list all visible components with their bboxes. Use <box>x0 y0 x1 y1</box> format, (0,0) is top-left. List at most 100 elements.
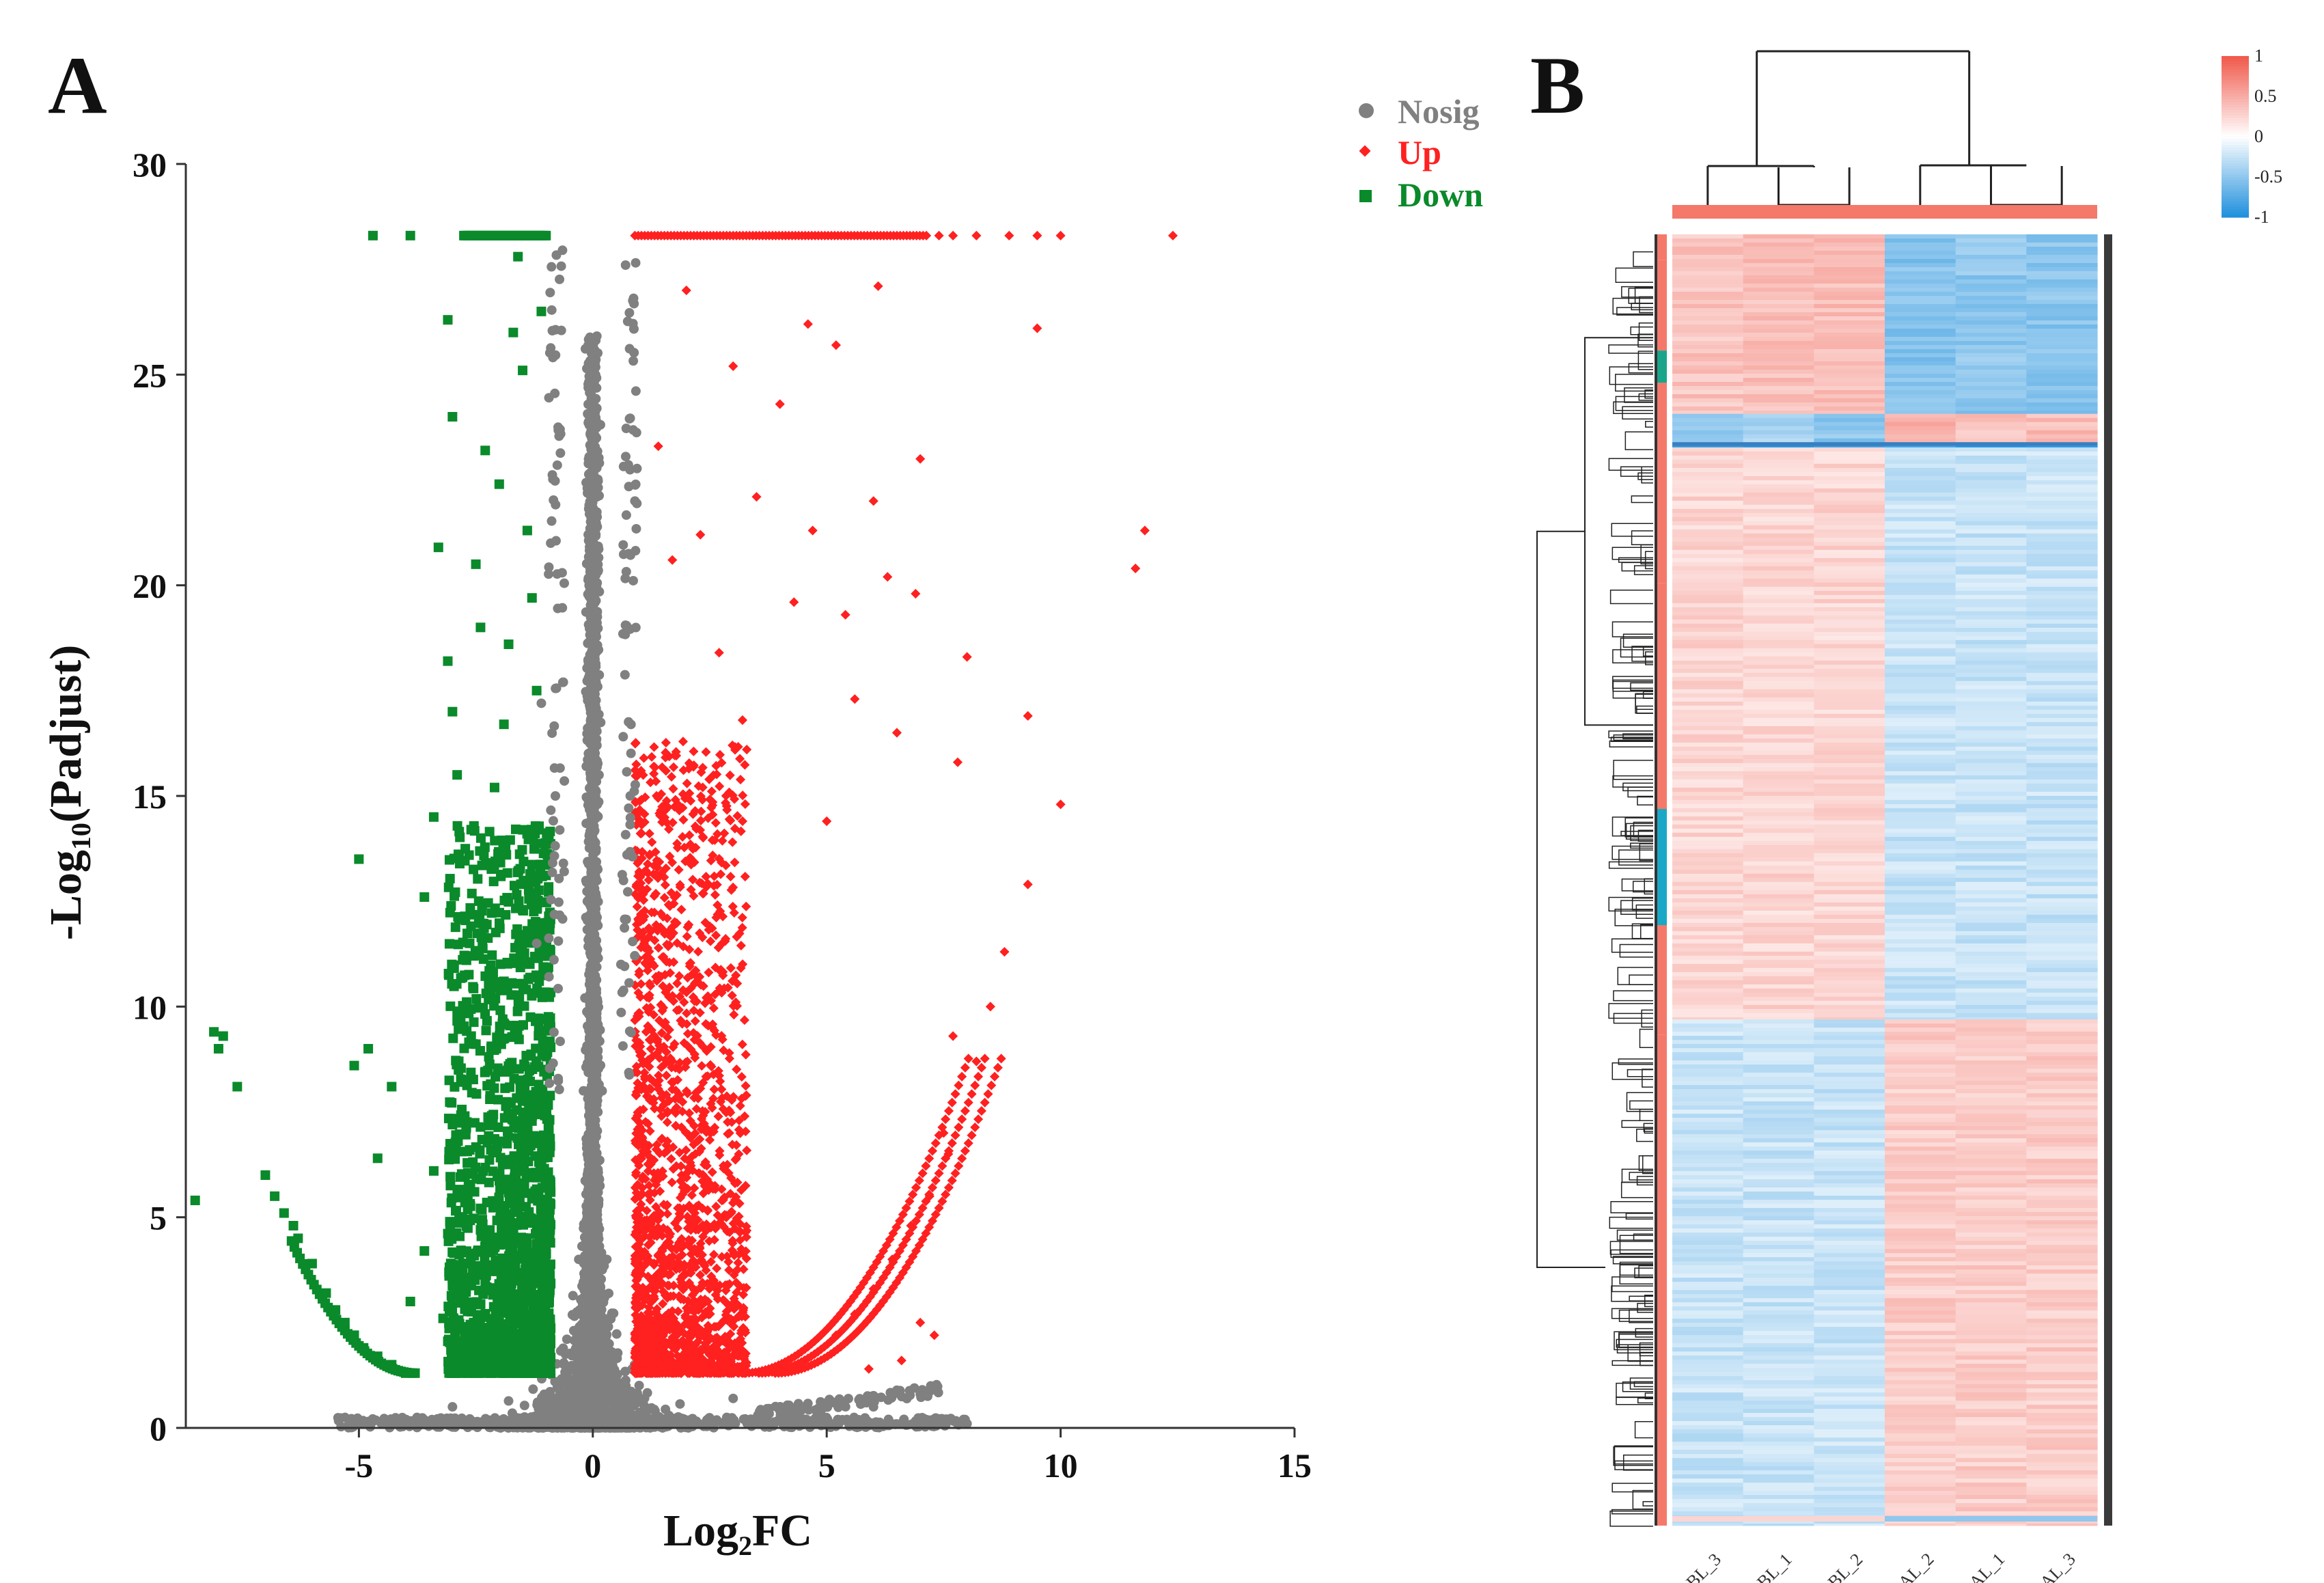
down-point-4918 <box>545 1333 555 1343</box>
down-point-4882 <box>514 1034 524 1045</box>
down-point-4628 <box>474 1285 484 1295</box>
nosig-point-2349 <box>584 1381 594 1392</box>
down-point-3668 <box>471 993 482 1004</box>
nosig-point-2595 <box>584 1256 594 1266</box>
nosig-point-2308 <box>556 1379 566 1389</box>
down-point-4956 <box>540 1364 550 1375</box>
nosig-point-2366 <box>576 1388 586 1399</box>
down-point-4986 <box>534 1195 544 1205</box>
down-point-4837 <box>541 1037 551 1047</box>
nosig-point-2579 <box>584 1050 594 1060</box>
nosig-point-3056 <box>553 1422 564 1432</box>
down-point-4708 <box>501 850 512 860</box>
nosig-point-3077 <box>602 1413 612 1423</box>
down-point-4463 <box>460 970 470 980</box>
down-point-3990 <box>493 1122 503 1132</box>
down-point-4703 <box>488 1110 499 1120</box>
down-point-4904 <box>526 1266 536 1276</box>
down-point-4743 <box>531 1043 541 1054</box>
down-point-4905 <box>505 1246 515 1256</box>
nosig-point-2588 <box>591 810 601 820</box>
nosig-point-2556 <box>578 1277 588 1287</box>
down-point-4980 <box>453 939 463 950</box>
down-point-4119 <box>443 969 454 979</box>
nosig-point-2517 <box>589 1364 599 1374</box>
nosig-point-2101 <box>559 1358 569 1368</box>
nosig-point-2575 <box>590 1153 600 1163</box>
down-point-4912 <box>508 1265 518 1275</box>
down-point-4507 <box>455 859 465 869</box>
down-point-4827 <box>510 1166 520 1176</box>
nosig-point-2330 <box>591 659 601 669</box>
down-point-4605 <box>475 833 486 843</box>
down-point-4768 <box>534 1241 544 1251</box>
down-point-4859 <box>486 1248 496 1258</box>
nosig-point-3068 <box>708 1422 718 1432</box>
nosig-point-2996 <box>677 1422 687 1432</box>
nosig-point-309 <box>562 1334 572 1345</box>
down-point-4967 <box>471 1329 482 1339</box>
nosig-point-2547 <box>591 627 601 637</box>
nosig-point-2590 <box>589 1186 599 1196</box>
nosig-point-2560 <box>579 1339 590 1349</box>
down-point-4987 <box>461 1284 471 1295</box>
down-point-4377 <box>457 1104 467 1114</box>
down-point-3975 <box>469 1017 479 1028</box>
nosig-point-1949 <box>583 334 594 344</box>
down-point-4888 <box>527 1295 538 1306</box>
nosig-point-1620 <box>519 1401 529 1411</box>
down-point-4976 <box>504 1366 514 1376</box>
down-point-4700 <box>451 1297 461 1308</box>
nosig-point-2594 <box>586 756 596 767</box>
down-point-4265 <box>510 824 521 834</box>
down-point-4948 <box>507 1297 517 1307</box>
down-point-4022 <box>462 1158 473 1168</box>
down-point-3594 <box>481 1025 491 1036</box>
volcano-points <box>190 230 1178 1433</box>
nosig-point-2481 <box>587 1274 597 1284</box>
down-point-4970 <box>501 1256 512 1267</box>
down-point-3810 <box>534 1021 544 1032</box>
down-point-4852 <box>522 877 532 887</box>
nosig-point-2427 <box>589 470 599 480</box>
down-point-4922 <box>467 1367 478 1377</box>
down-point-4807 <box>451 1056 461 1066</box>
down-point-4735 <box>537 1183 547 1193</box>
nosig-point-2599 <box>675 1399 685 1409</box>
nosig-point-2148 <box>595 419 605 430</box>
down-point-4952 <box>480 842 490 853</box>
down-point-4715 <box>471 1162 481 1172</box>
nosig-point-3091 <box>624 1416 634 1427</box>
down-point-4783 <box>482 1016 492 1026</box>
nosig-point-2323 <box>587 404 597 414</box>
nosig-point-3094 <box>333 1416 344 1426</box>
nosig-point-2543 <box>587 982 598 993</box>
down-point-4951 <box>527 1346 537 1356</box>
nosig-point-3039 <box>481 1416 491 1426</box>
down-point-3787 <box>464 850 474 860</box>
nosig-point-3096 <box>396 1417 406 1427</box>
down-point-4790 <box>527 991 537 1001</box>
down-point-4150 <box>469 864 479 875</box>
down-point-4447 <box>486 908 497 918</box>
nosig-point-3066 <box>913 1422 924 1432</box>
down-point-4872 <box>545 1013 555 1023</box>
nosig-point-2573 <box>543 1399 553 1409</box>
down-point-4794 <box>509 1151 519 1161</box>
nosig-point-2476 <box>592 1100 602 1110</box>
nosig-point-2188 <box>584 383 594 394</box>
down-point-4652 <box>443 1356 454 1366</box>
down-point-4585 <box>471 1089 482 1099</box>
down-point-4792 <box>523 1143 534 1153</box>
down-point-4947 <box>465 1201 475 1211</box>
down-point-4705 <box>475 1299 486 1310</box>
nosig-point-2540 <box>587 909 597 920</box>
down-point-4840 <box>468 1248 478 1258</box>
nosig-point-2436 <box>587 920 597 930</box>
down-point-4558 <box>460 911 470 922</box>
down-point-4667 <box>545 1179 555 1189</box>
nosig-point-2478 <box>601 1330 611 1340</box>
down-point-4752 <box>483 1065 493 1075</box>
down-point-4541 <box>534 1079 544 1090</box>
